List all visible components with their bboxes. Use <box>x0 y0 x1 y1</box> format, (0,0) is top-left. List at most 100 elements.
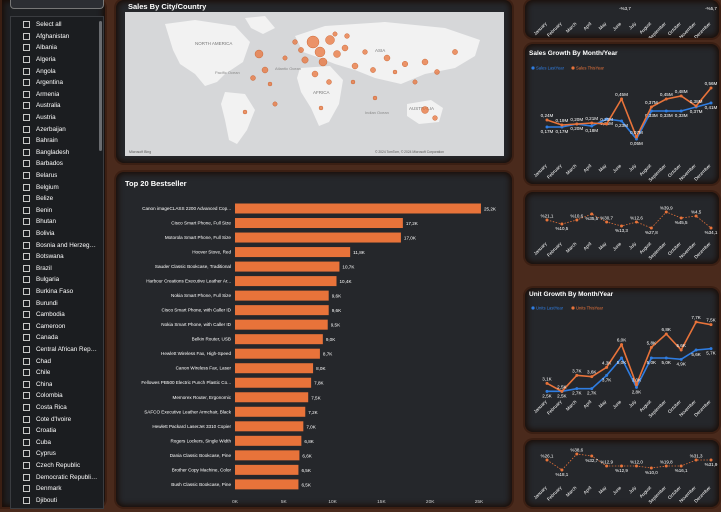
slicer-search-box[interactable] <box>10 0 104 9</box>
checkbox-icon[interactable] <box>23 427 30 435</box>
slicer-item[interactable]: Bolivia <box>11 228 99 240</box>
checkbox-icon[interactable] <box>23 369 30 377</box>
slicer-item[interactable]: Bhutan <box>11 216 99 228</box>
slicer-item[interactable]: Australia <box>11 100 99 112</box>
slicer-item[interactable]: Cuba <box>11 437 99 449</box>
slicer-item[interactable]: Angola <box>11 65 99 77</box>
data-label: 0,20M <box>570 117 583 122</box>
checkbox-icon[interactable] <box>23 496 30 504</box>
checkbox-icon[interactable] <box>23 21 30 29</box>
checkbox-icon[interactable] <box>23 288 30 296</box>
checkbox-icon[interactable] <box>23 473 30 481</box>
slicer-scrollbar[interactable] <box>99 21 102 151</box>
slicer-item[interactable]: Bulgaria <box>11 274 99 286</box>
slicer-item[interactable]: Armenia <box>11 89 99 101</box>
checkbox-icon[interactable] <box>23 230 30 238</box>
slicer-item[interactable]: Argentina <box>11 77 99 89</box>
checkbox-icon[interactable] <box>23 32 30 40</box>
slicer-item[interactable]: Bosnia and Herzegov... <box>11 239 99 251</box>
slicer-item[interactable]: Colombia <box>11 390 99 402</box>
slicer-item[interactable]: China <box>11 379 99 391</box>
slicer-item[interactable]: Croatia <box>11 425 99 437</box>
checkbox-icon[interactable] <box>23 241 30 249</box>
map-attribution: © 2024 TomTom, © 2024 Microsoft Corporat… <box>375 150 444 154</box>
checkbox-icon[interactable] <box>23 357 30 365</box>
slicer-item[interactable]: Costa Rica <box>11 402 99 414</box>
checkbox-icon[interactable] <box>23 276 30 284</box>
bar-value-label: 8,0K <box>316 366 326 371</box>
checkbox-icon[interactable] <box>23 450 30 458</box>
checkbox-icon[interactable] <box>23 172 30 180</box>
checkbox-icon[interactable] <box>23 90 30 98</box>
checkbox-icon[interactable] <box>23 206 30 214</box>
slicer-item-label: Cambodia <box>36 311 65 319</box>
slicer-item[interactable]: Belize <box>11 193 99 205</box>
checkbox-icon[interactable] <box>23 102 30 110</box>
slicer-item[interactable]: Czech Republic <box>11 460 99 472</box>
checkbox-icon[interactable] <box>23 183 30 191</box>
checkbox-icon[interactable] <box>23 264 30 272</box>
checkbox-icon[interactable] <box>23 346 30 354</box>
slicer-item[interactable]: Burkina Faso <box>11 286 99 298</box>
checkbox-icon[interactable] <box>23 380 30 388</box>
country-slicer-list[interactable]: Select all Afghanistan Albania Algeria Angol… <box>10 16 104 509</box>
slicer-item[interactable]: Azerbaijan <box>11 123 99 135</box>
checkbox-icon[interactable] <box>23 438 30 446</box>
slicer-item[interactable]: Austria <box>11 112 99 124</box>
slicer-item[interactable]: Albania <box>11 42 99 54</box>
checkbox-icon[interactable] <box>23 125 30 133</box>
checkbox-icon[interactable] <box>23 137 30 145</box>
unit-pct-chart[interactable]: %26,1%18,1%38,6%32,7 %12,9%12,9%12,0%10,0… <box>525 440 719 507</box>
checkbox-icon[interactable] <box>23 67 30 75</box>
pct-label: %30,7 <box>600 216 613 221</box>
slicer-item[interactable]: Belgium <box>11 181 99 193</box>
checkbox-icon[interactable] <box>23 311 30 319</box>
top20-bar-chart[interactable]: Canon imageCLASS 2200 Advanced Cop... 25,… <box>116 172 512 507</box>
checkbox-icon[interactable] <box>23 392 30 400</box>
slicer-item[interactable]: Belarus <box>11 170 99 182</box>
slicer-item[interactable]: Afghanistan <box>11 31 99 43</box>
checkbox-icon[interactable] <box>23 299 30 307</box>
sales-pct-chart[interactable]: %21,1 %10,5 %10,6 %35,5 %30,7 %13,3 %12,6 %27,8… <box>525 192 719 264</box>
slicer-item[interactable]: Brazil <box>11 263 99 275</box>
checkbox-icon[interactable] <box>23 160 30 168</box>
checkbox-icon[interactable] <box>23 148 30 156</box>
checkbox-icon[interactable] <box>23 79 30 87</box>
slicer-item[interactable]: Canada <box>11 332 99 344</box>
checkbox-icon[interactable] <box>23 322 30 330</box>
slicer-item-label: Canada <box>36 334 59 342</box>
slicer-item[interactable]: Burundi <box>11 297 99 309</box>
sales-map[interactable]: NORTH AMERICA Pacific Ocean Atlantic Oce… <box>125 12 504 156</box>
slicer-item[interactable]: Denmark <box>11 483 99 495</box>
slicer-item[interactable]: Chad <box>11 355 99 367</box>
slicer-item[interactable]: Cote d'Ivoire <box>11 413 99 425</box>
slicer-item[interactable]: Chile <box>11 367 99 379</box>
pct-point <box>575 452 579 456</box>
checkbox-icon[interactable] <box>23 253 30 261</box>
slicer-item[interactable]: Botswana <box>11 251 99 263</box>
slicer-item[interactable]: Cameroon <box>11 321 99 333</box>
slicer-select-all[interactable]: Select all <box>11 19 99 31</box>
checkbox-icon[interactable] <box>23 114 30 122</box>
slicer-item[interactable]: Cambodia <box>11 309 99 321</box>
slicer-item[interactable]: Djibouti <box>11 495 99 507</box>
checkbox-icon[interactable] <box>23 44 30 52</box>
slicer-item[interactable]: Bangladesh <box>11 147 99 159</box>
checkbox-icon[interactable] <box>23 56 30 64</box>
slicer-item[interactable]: Barbados <box>11 158 99 170</box>
checkbox-icon[interactable] <box>23 404 30 412</box>
slicer-item[interactable]: Bahrain <box>11 135 99 147</box>
checkbox-icon[interactable] <box>23 218 30 226</box>
checkbox-icon[interactable] <box>23 462 30 470</box>
checkbox-icon[interactable] <box>23 334 30 342</box>
unit-growth-chart[interactable]: Units LastYear Units ThisYear 2,5K 2,5K 2,7K… <box>525 288 719 432</box>
checkbox-icon[interactable] <box>23 415 30 423</box>
checkbox-icon[interactable] <box>23 195 30 203</box>
slicer-item[interactable]: Democratic Republic ... <box>11 471 99 483</box>
slicer-item[interactable]: Algeria <box>11 54 99 66</box>
checkbox-icon[interactable] <box>23 485 30 493</box>
slicer-item[interactable]: Benin <box>11 205 99 217</box>
slicer-item[interactable]: Cyprus <box>11 448 99 460</box>
slicer-item[interactable]: Central African Repu... <box>11 344 99 356</box>
